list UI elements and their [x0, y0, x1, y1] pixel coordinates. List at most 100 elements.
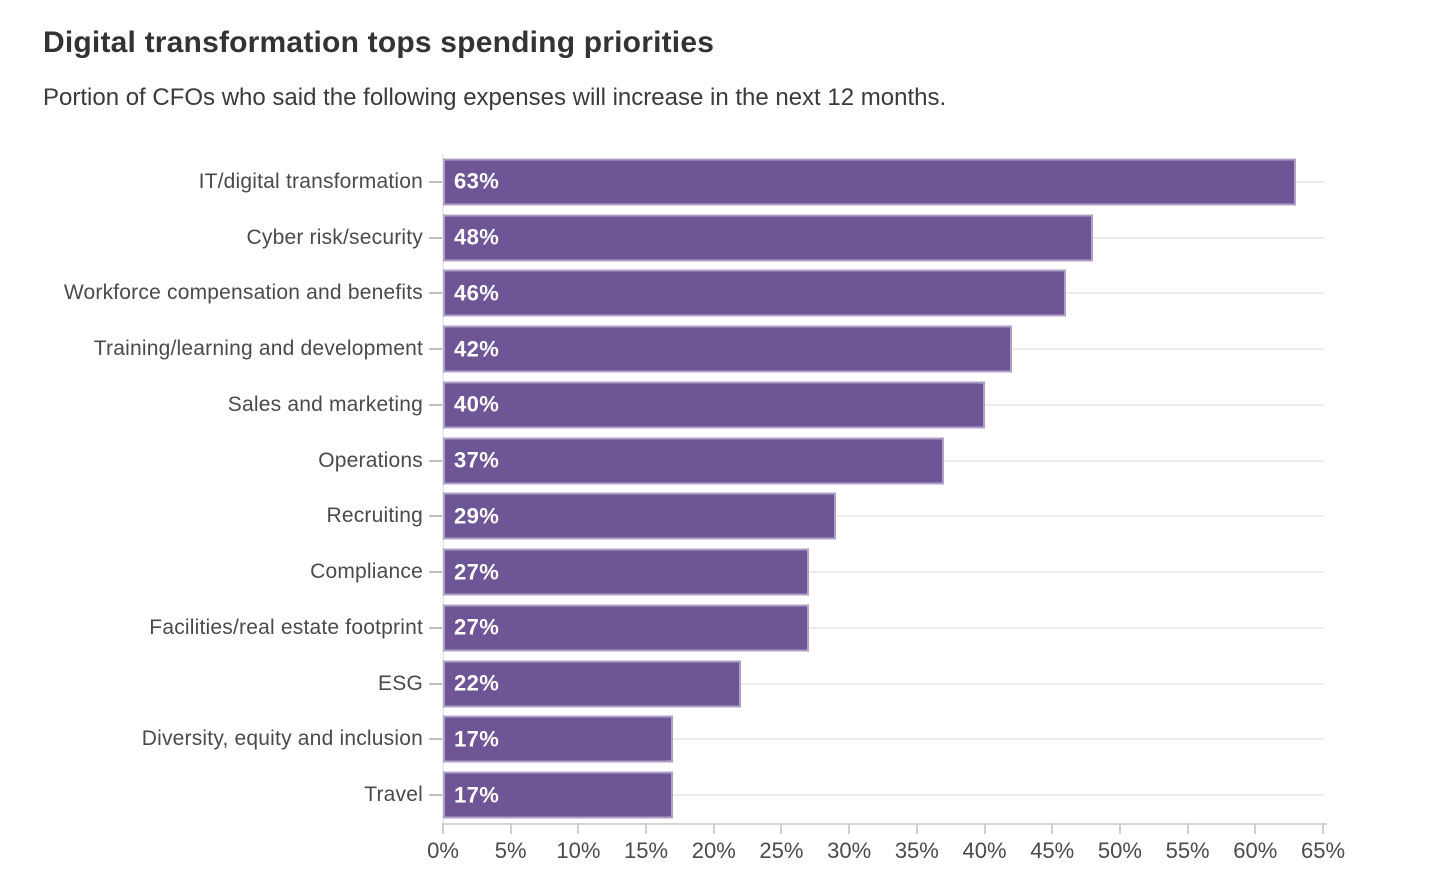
category-label: Facilities/real estate footprint [149, 615, 423, 639]
bar-value-label: 22% [454, 670, 500, 696]
x-tick-mark [712, 823, 715, 834]
x-tick-label: 20% [691, 838, 736, 863]
chart-row: Diversity, equity and inclusion 17% [0, 712, 1440, 768]
zero-baseline-gridline [442, 154, 444, 823]
bar-chart: IT/digital transformation 63% Cyber risk/s… [0, 154, 1440, 875]
category-tick-mark [429, 738, 442, 741]
x-tick-label: 60% [1233, 838, 1278, 863]
chart-subtitle: Portion of CFOs who said the following e… [43, 84, 947, 111]
row-gridline [443, 682, 1324, 685]
chart-row: ESG 22% [0, 656, 1440, 712]
chart-row: IT/digital transformation 63% [0, 154, 1440, 210]
bar: 63% [443, 158, 1296, 206]
category-tick-mark [429, 794, 442, 797]
x-tick-label: 40% [962, 838, 1007, 863]
category-label: Diversity, equity and inclusion [141, 727, 423, 751]
row-gridline [443, 515, 1324, 518]
bar: 29% [443, 492, 836, 540]
category-tick-mark [429, 459, 442, 462]
category-label: Operations [318, 448, 423, 472]
x-tick-label: 5% [494, 838, 527, 863]
category-label: Recruiting [326, 504, 423, 528]
category-label: Training/learning and development [93, 337, 423, 361]
bar: 17% [443, 771, 674, 819]
x-tick-mark [848, 823, 851, 834]
category-tick-mark [429, 180, 442, 183]
x-tick-label: 35% [894, 838, 939, 863]
category-tick-mark [429, 236, 442, 239]
x-tick-label: 55% [1165, 838, 1210, 863]
bar: 40% [443, 381, 985, 429]
category-label: Cyber risk/security [246, 225, 423, 249]
chart-row: Workforce compensation and benefits 46% [0, 266, 1440, 322]
x-tick-mark [1186, 823, 1189, 834]
row-gridline [443, 738, 1324, 741]
chart-title: Digital transformation tops spending pri… [43, 26, 715, 59]
x-tick-mark [983, 823, 986, 834]
chart-rows: IT/digital transformation 63% Cyber risk/s… [0, 154, 1440, 823]
bar: 46% [443, 269, 1066, 317]
x-tick-label: 25% [759, 838, 804, 863]
category-tick-mark [429, 626, 442, 629]
chart-row: Facilities/real estate footprint 27% [0, 600, 1440, 656]
x-axis: 0% 5% 10% 15% 20% 25% 30% 35% 40% 45% 50% 55% 60% 65% [0, 823, 1440, 875]
category-tick-mark [429, 682, 442, 685]
bar-value-label: 27% [454, 559, 500, 585]
chart-row: Recruiting 29% [0, 489, 1440, 545]
bar-value-label: 46% [454, 280, 500, 306]
bar-value-label: 37% [454, 447, 500, 473]
x-axis-line [443, 823, 1327, 825]
bar-value-label: 17% [454, 726, 500, 752]
category-label: Workforce compensation and benefits [63, 281, 423, 305]
bar-value-label: 17% [454, 782, 500, 808]
chart-row: Training/learning and development 42% [0, 321, 1440, 377]
x-tick-label: 30% [827, 838, 872, 863]
x-tick-mark [442, 823, 444, 834]
x-tick-mark [577, 823, 580, 834]
x-tick-mark [1322, 823, 1324, 834]
x-tick-mark [915, 823, 918, 834]
bar-value-label: 63% [454, 168, 500, 194]
x-tick-label: 65% [1300, 838, 1346, 863]
x-tick-mark [1254, 823, 1257, 834]
bar-value-label: 29% [454, 503, 500, 529]
chart-row: Operations 37% [0, 433, 1440, 489]
x-tick-mark [645, 823, 648, 834]
bar-value-label: 40% [454, 391, 500, 417]
bar: 27% [443, 604, 809, 652]
bar: 37% [443, 437, 944, 485]
chart-row: Compliance 27% [0, 544, 1440, 600]
x-tick-mark [780, 823, 783, 834]
bar-value-label: 48% [454, 224, 500, 250]
x-tick-label: 50% [1097, 838, 1142, 863]
bar: 42% [443, 325, 1012, 373]
x-tick-label: 0% [427, 838, 459, 863]
bar: 27% [443, 548, 809, 596]
bar: 17% [443, 715, 674, 763]
category-tick-mark [429, 403, 442, 406]
row-gridline [443, 571, 1324, 574]
category-label: IT/digital transformation [198, 169, 423, 193]
x-tick-mark [1118, 823, 1121, 834]
x-tick-label: 15% [624, 838, 669, 863]
chart-row: Travel 17% [0, 767, 1440, 823]
category-tick-mark [429, 292, 442, 295]
category-label: Compliance [310, 560, 423, 584]
category-label: Travel [364, 783, 423, 807]
category-label: Sales and marketing [227, 392, 423, 416]
category-tick-mark [429, 571, 442, 574]
x-tick-mark [1051, 823, 1054, 834]
row-gridline [443, 626, 1324, 629]
chart-row: Sales and marketing 40% [0, 377, 1440, 433]
x-tick-label: 10% [556, 838, 601, 863]
bar: 22% [443, 660, 741, 708]
chart-row: Cyber risk/security 48% [0, 210, 1440, 266]
bar-value-label: 27% [454, 614, 500, 640]
row-gridline [443, 794, 1324, 797]
category-label: ESG [378, 671, 423, 695]
x-tick-label: 45% [1030, 838, 1075, 863]
x-tick-mark [509, 823, 512, 834]
category-tick-mark [429, 348, 442, 351]
category-tick-mark [429, 515, 442, 518]
